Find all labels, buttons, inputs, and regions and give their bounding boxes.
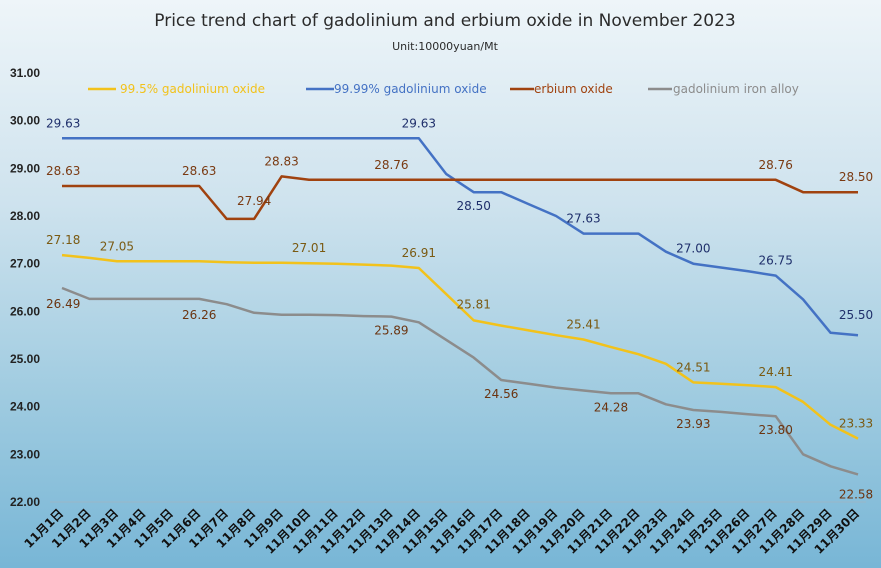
y-tick-label: 29.00 — [10, 161, 40, 175]
y-tick-label: 28.00 — [10, 209, 40, 223]
y-tick-label: 24.00 — [10, 400, 40, 414]
data-labels: 27.18 27.05 27.01 26.91 25.81 25.41 24.51 24.41… — [46, 116, 873, 501]
y-tick-label: 26.00 — [10, 304, 40, 318]
data-label: 27.01 — [292, 241, 326, 255]
legend-item: erbium oxide — [510, 82, 613, 96]
legend: 99.5% gadolinium oxide 99.99% gadolinium … — [88, 82, 799, 96]
y-tick-label: 23.00 — [10, 447, 40, 461]
data-label: 27.63 — [566, 212, 600, 226]
data-label: 26.91 — [402, 246, 436, 260]
data-label: 27.94 — [237, 194, 271, 208]
data-label: 24.28 — [594, 400, 628, 414]
series-line-2 — [62, 175, 858, 221]
data-label: 26.26 — [182, 308, 216, 322]
data-label: 27.00 — [676, 242, 710, 256]
data-label: 26.49 — [46, 297, 80, 311]
legend-label: 99.99% gadolinium oxide — [334, 82, 487, 96]
y-tick-label: 27.00 — [10, 257, 40, 271]
data-label: 28.50 — [839, 170, 873, 184]
data-label: 24.41 — [758, 365, 792, 379]
legend-label: gadolinium iron alloy — [673, 82, 799, 96]
data-label: 28.63 — [182, 164, 216, 178]
y-tick-label: 31.00 — [10, 66, 40, 80]
data-label: 24.51 — [676, 360, 710, 374]
y-tick-label: 30.00 — [10, 114, 40, 128]
data-label: 28.50 — [457, 199, 491, 213]
chart-title: Price trend chart of gadolinium and erbi… — [154, 11, 735, 31]
data-label: 25.41 — [566, 317, 600, 331]
legend-label: erbium oxide — [534, 82, 613, 96]
data-label: 25.81 — [457, 297, 491, 311]
legend-item: 99.5% gadolinium oxide — [88, 82, 265, 96]
data-label: 25.89 — [374, 324, 408, 338]
data-label: 22.58 — [839, 487, 873, 501]
legend-label: 99.5% gadolinium oxide — [120, 82, 265, 96]
chart-subtitle: Unit:10000yuan/Mt — [392, 40, 498, 53]
data-label: 27.05 — [100, 239, 134, 253]
data-label: 23.80 — [758, 423, 792, 437]
data-label: 24.56 — [484, 387, 518, 401]
data-label: 28.83 — [264, 154, 298, 168]
data-label: 28.76 — [374, 158, 408, 172]
data-label: 23.33 — [839, 417, 873, 431]
y-axis: 31.00 30.00 29.00 28.00 27.00 26.00 25.00 24.00… — [10, 66, 40, 509]
series-line-0 — [61, 253, 859, 440]
legend-item: gadolinium iron alloy — [648, 82, 799, 96]
data-label: 23.93 — [676, 417, 710, 431]
data-label: 28.63 — [46, 164, 80, 178]
legend-item: 99.99% gadolinium oxide — [306, 82, 487, 96]
data-label: 28.76 — [758, 158, 792, 172]
data-label: 29.63 — [402, 116, 436, 130]
y-tick-label: 25.00 — [10, 352, 40, 366]
x-axis: 11月1日11月2日11月3日11月4日11月5日11月6日11月7日11月8日… — [22, 501, 866, 557]
series-lines — [61, 137, 859, 476]
data-label: 27.18 — [46, 233, 80, 247]
data-label: 29.63 — [46, 116, 80, 130]
y-tick-label: 22.00 — [10, 495, 40, 509]
series-line-3 — [61, 286, 859, 476]
data-label: 25.50 — [839, 308, 873, 322]
series-line-1 — [62, 137, 859, 337]
data-label: 26.75 — [758, 254, 792, 268]
